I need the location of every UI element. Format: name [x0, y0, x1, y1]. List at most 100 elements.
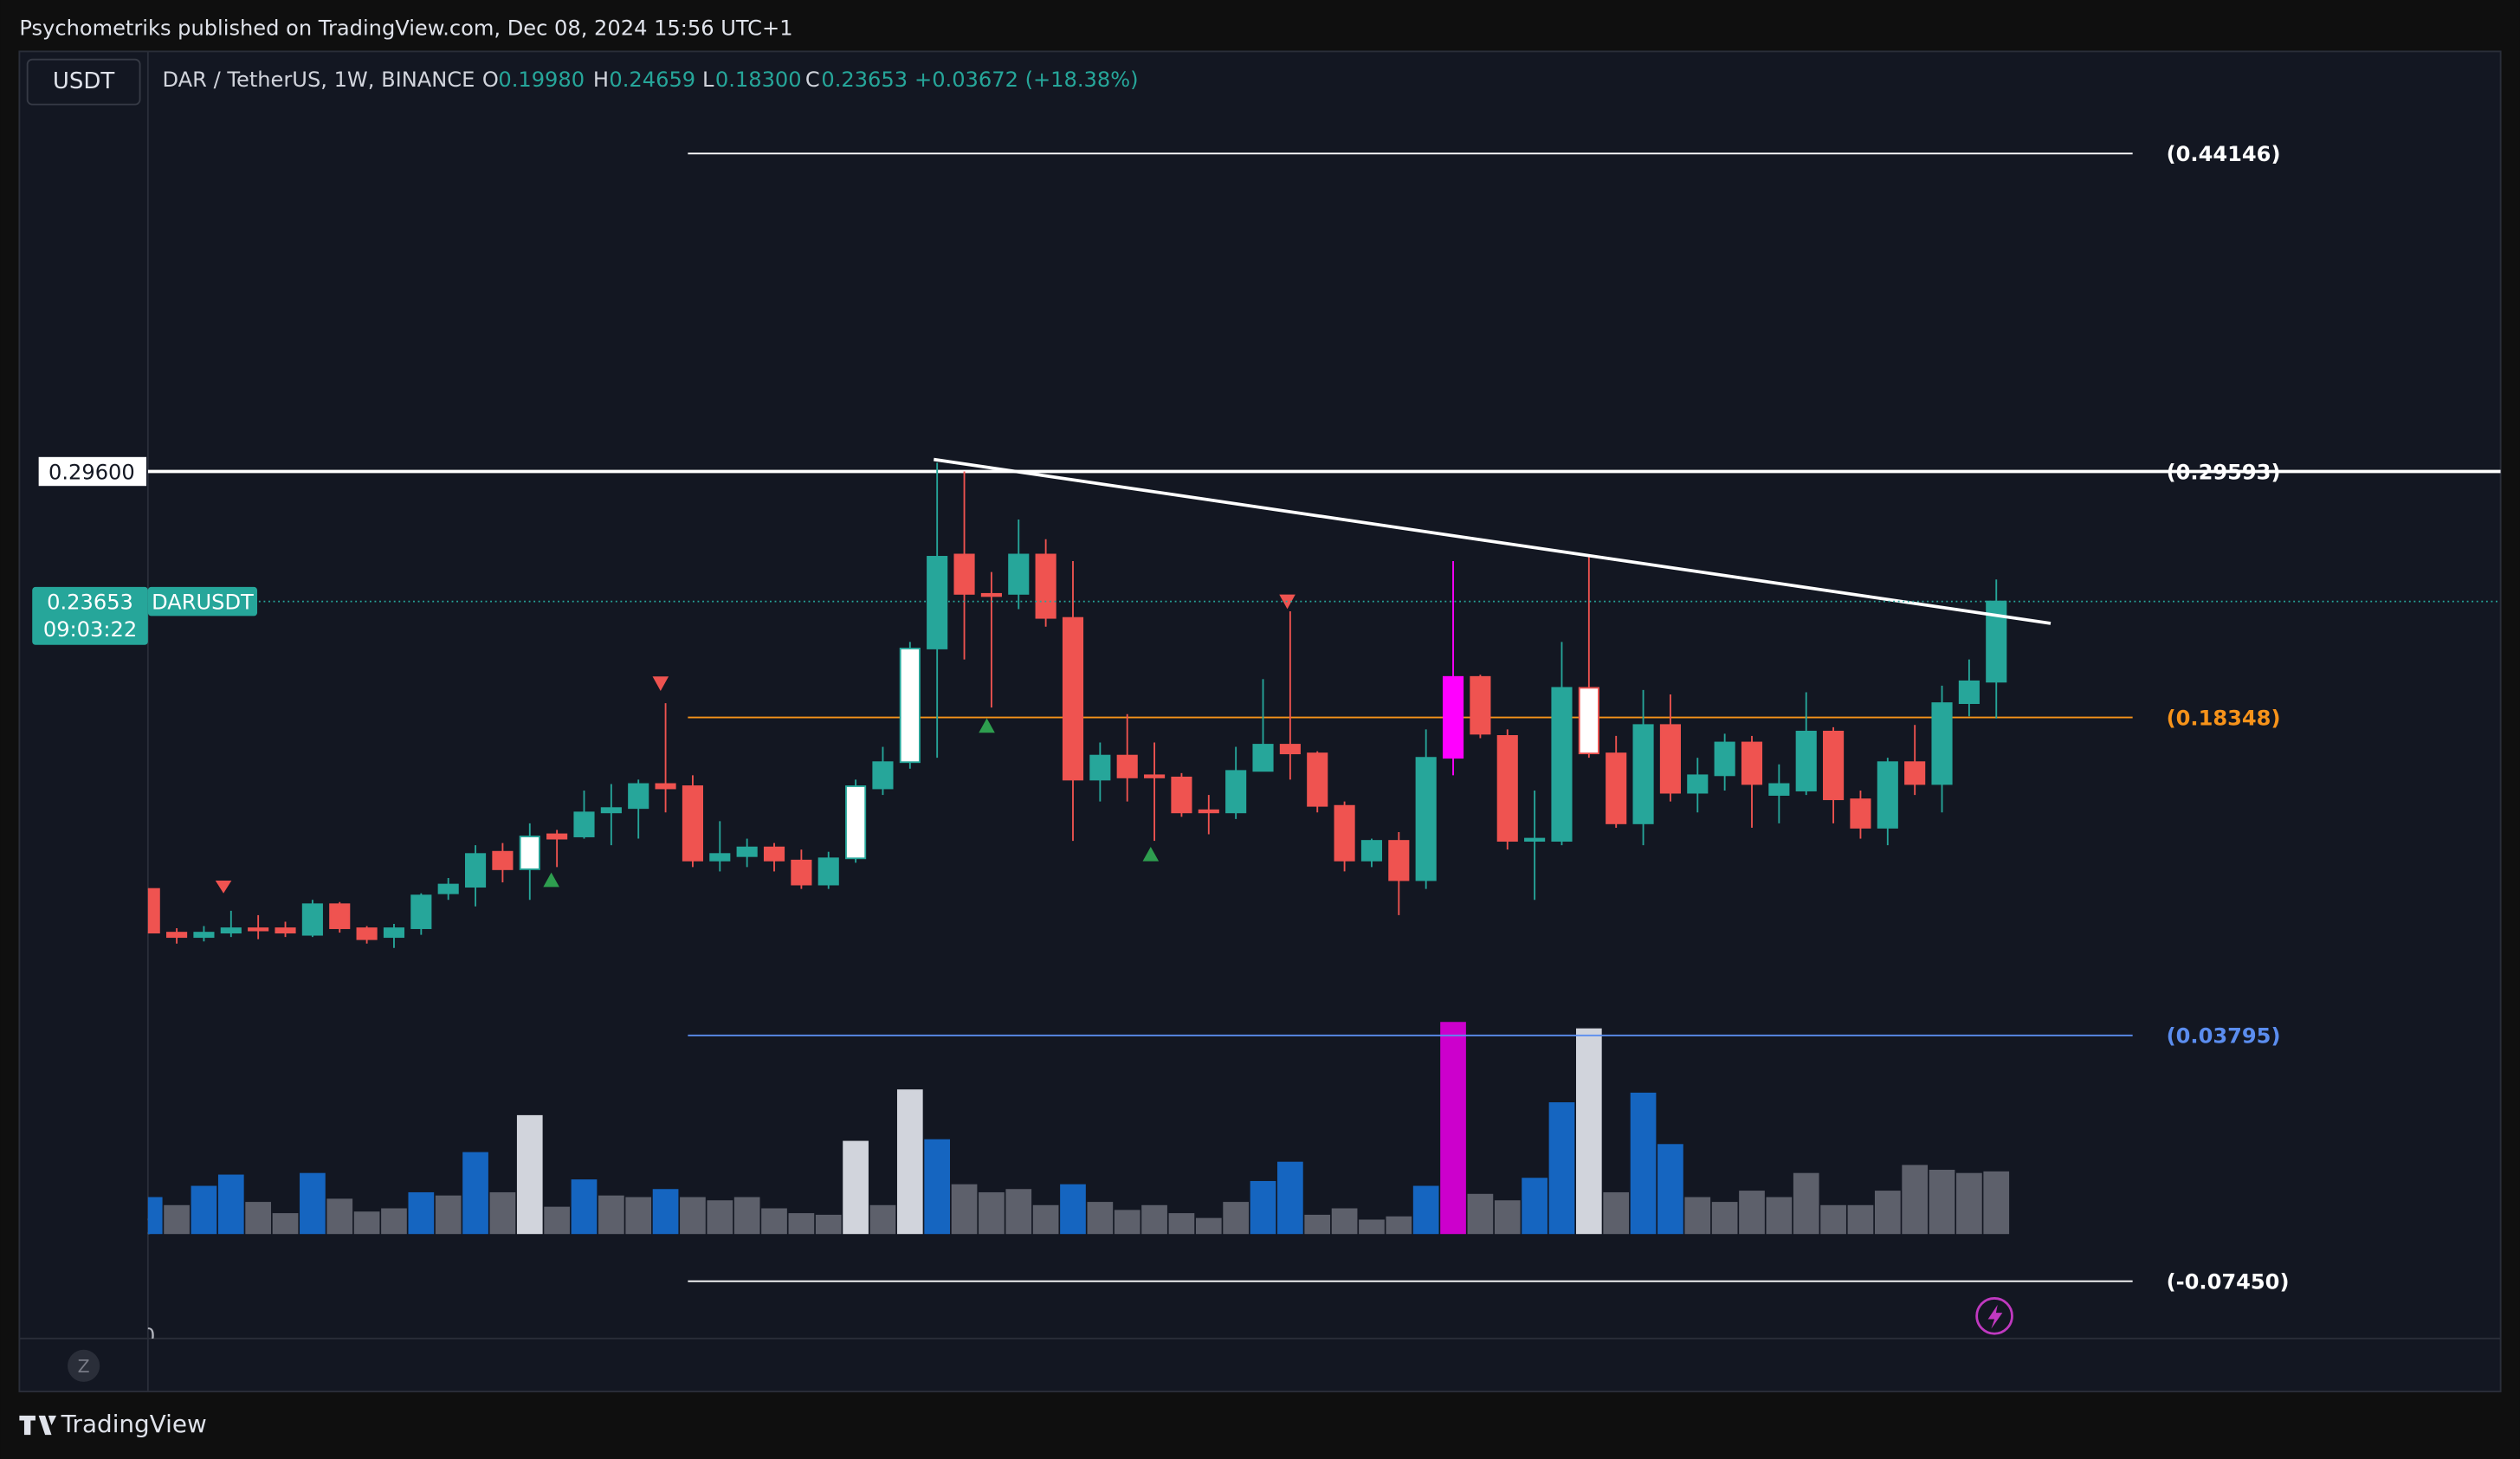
candle-body: [1171, 776, 1192, 814]
legend-key: H: [593, 68, 609, 92]
candle-body: [1116, 754, 1138, 778]
volume-bar: [680, 1197, 706, 1235]
volume-bar: [381, 1208, 407, 1235]
volume-bar: [1087, 1202, 1114, 1235]
trendline: [934, 457, 2052, 625]
symbol-title: DAR / TetherUS, 1W, BINANCE: [163, 68, 475, 92]
volume-bar: [353, 1211, 380, 1235]
candle-body: [1741, 741, 1763, 785]
volume-bar: [788, 1213, 815, 1235]
timezone-button[interactable]: [68, 1349, 100, 1382]
volume-bar: [843, 1140, 869, 1235]
alert-icon[interactable]: [1975, 1297, 2013, 1335]
buy-signal: [979, 718, 995, 733]
volume-bar: [245, 1202, 272, 1235]
volume-bar: [272, 1213, 299, 1235]
candle-body: [1470, 675, 1491, 735]
candle-body: [1360, 840, 1383, 862]
volume-bar: [147, 1197, 163, 1235]
currency[interactable]: USDT: [53, 68, 114, 94]
candle-body: [709, 853, 731, 862]
candle-body: [1442, 675, 1464, 759]
volume-bar: [1141, 1204, 1167, 1235]
volume-bar: [1032, 1204, 1059, 1235]
y-tick-label: −0.10000: [51, 1324, 155, 1348]
volume-bar: [1929, 1169, 1955, 1235]
candle-body: [410, 894, 432, 929]
volume-bar: [625, 1197, 652, 1235]
candle-body: [600, 807, 622, 814]
volume-bar: [761, 1208, 787, 1235]
countdown: 09:03:22: [43, 617, 137, 642]
candle-body: [1252, 744, 1274, 772]
volume-bar: [489, 1191, 516, 1235]
volume-bar: [1304, 1214, 1331, 1235]
candle-body: [1388, 840, 1410, 881]
volume-bar: [1739, 1191, 1765, 1235]
candle-body: [1904, 761, 1926, 785]
symbol-tag: [147, 586, 258, 617]
volume-bar: [1956, 1172, 1982, 1235]
candle-body: [980, 592, 1002, 597]
volume-bar: [652, 1189, 679, 1235]
volume-bar: [1630, 1092, 1657, 1235]
volume-bar: [1603, 1191, 1630, 1235]
candle-body: [1198, 809, 1219, 814]
volume-bar: [733, 1197, 760, 1235]
candle-body: [1877, 761, 1898, 829]
candle-body: [1415, 757, 1437, 881]
sell-signal: [215, 880, 232, 894]
volume-bar: [1711, 1202, 1738, 1235]
fib-level-label: (0.44146): [2167, 142, 2281, 166]
volume-bar: [1793, 1172, 1819, 1235]
candle-body: [248, 927, 269, 932]
volume-bar: [1331, 1208, 1358, 1235]
candle-body: [1225, 770, 1247, 814]
candle-body: [1334, 804, 1355, 862]
candle-body: [899, 648, 921, 764]
volume-bar: [435, 1195, 462, 1235]
price-line-label: 0.29600: [48, 460, 135, 484]
volume-bar: [1766, 1197, 1793, 1235]
candle-body: [437, 883, 459, 894]
candle-body: [519, 836, 540, 870]
candle-body: [1659, 724, 1681, 794]
candle-body: [628, 783, 649, 810]
volume-bar: [300, 1172, 326, 1235]
candle-body: [1823, 730, 1845, 801]
ohlc-legend: O 0.19980 H 0.24659 L 0.18300 C 0.23653 …: [482, 68, 1139, 92]
timezone-glyph: Z: [78, 1356, 90, 1377]
volume-bar: [979, 1191, 1005, 1235]
candle-body: [1714, 741, 1735, 777]
volume-bar: [1902, 1165, 1929, 1235]
volume-bar: [1195, 1217, 1222, 1235]
candle-body: [193, 932, 215, 939]
volume-bar: [1847, 1204, 1874, 1235]
alert-icon-bolt: [1987, 1304, 2003, 1329]
legend-key: O: [482, 68, 499, 92]
volume-bar: [1548, 1102, 1575, 1235]
volume-bar: [815, 1214, 842, 1235]
candle-body: [1144, 774, 1166, 778]
candle-body: [791, 859, 812, 886]
candle-body: [166, 932, 188, 939]
currency-button[interactable]: [26, 58, 141, 106]
volume-bar: [544, 1206, 570, 1235]
candle-body: [1768, 783, 1790, 797]
volume-bar: [1005, 1189, 1032, 1235]
volume-bar: [1657, 1144, 1683, 1235]
volume-bar: [408, 1191, 435, 1235]
candle-body: [329, 903, 351, 929]
price-line-tag: [38, 456, 146, 487]
volume-bar: [326, 1198, 353, 1235]
candle-body: [492, 850, 514, 870]
candle-body: [1279, 744, 1301, 755]
candle-body: [872, 761, 894, 790]
volume-bar: [1359, 1219, 1385, 1235]
candle-body: [682, 785, 703, 862]
candle-body: [1687, 774, 1709, 794]
last-price-tag: [32, 586, 148, 645]
fib-level-label: (0.18348): [2167, 706, 2281, 730]
volume-bar: [598, 1195, 624, 1235]
volume-bar: [1412, 1185, 1439, 1235]
